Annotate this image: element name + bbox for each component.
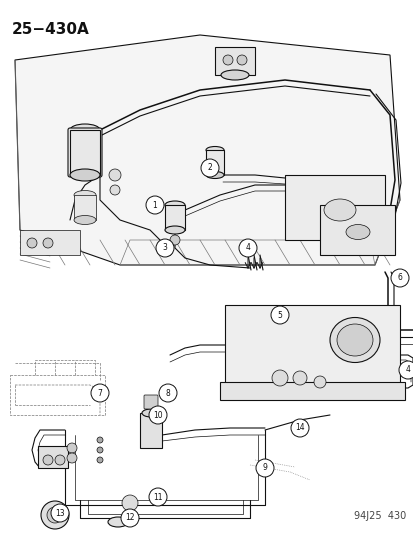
Circle shape [41,501,69,529]
Text: 11: 11 [153,492,162,502]
Text: 7: 7 [97,389,102,398]
Circle shape [27,238,37,248]
FancyBboxPatch shape [144,395,158,409]
Circle shape [43,238,53,248]
Ellipse shape [345,224,369,239]
Ellipse shape [74,190,96,199]
Ellipse shape [108,517,128,527]
Circle shape [97,447,103,453]
Ellipse shape [70,169,100,181]
Bar [20,230,80,255]
Bar [38,446,68,468]
Circle shape [55,455,65,465]
Circle shape [97,437,103,443]
Circle shape [238,239,256,257]
Circle shape [255,459,273,477]
Text: 10: 10 [153,410,162,419]
Bar [219,382,404,400]
Bar [140,413,161,448]
Circle shape [122,495,138,511]
Text: 3: 3 [162,244,167,253]
Circle shape [271,306,288,324]
Text: 4: 4 [405,366,409,375]
Circle shape [159,384,177,402]
Circle shape [170,235,180,245]
Circle shape [164,248,171,256]
Circle shape [149,406,166,424]
Circle shape [67,443,77,453]
Text: 94J25  430: 94J25 430 [353,511,405,521]
Circle shape [290,419,308,437]
Bar [74,195,96,220]
Bar [70,130,100,175]
Circle shape [271,370,287,386]
Circle shape [223,55,233,65]
Text: 1: 1 [152,200,157,209]
Ellipse shape [165,226,185,234]
Circle shape [43,455,53,465]
Circle shape [236,55,247,65]
Bar [224,305,399,390]
Text: 5: 5 [277,311,282,319]
Bar [214,47,254,75]
Ellipse shape [165,201,185,209]
Circle shape [398,361,413,379]
Circle shape [67,453,77,463]
Ellipse shape [336,324,372,356]
Bar [206,150,223,175]
Circle shape [156,239,173,257]
Circle shape [109,169,121,181]
Circle shape [51,504,69,522]
Text: 9: 9 [262,464,267,472]
Bar [165,205,185,230]
Ellipse shape [206,172,223,179]
Circle shape [97,457,103,463]
Text: 6: 6 [396,273,401,282]
Circle shape [313,376,325,388]
Ellipse shape [206,147,223,154]
Text: 4: 4 [245,244,250,253]
Circle shape [201,159,218,177]
Ellipse shape [221,70,248,80]
Text: 8: 8 [165,389,170,398]
FancyBboxPatch shape [68,128,102,177]
Text: 14: 14 [294,424,304,432]
Circle shape [149,488,166,506]
Ellipse shape [70,124,100,136]
Ellipse shape [323,199,355,221]
Text: 13: 13 [55,508,65,518]
Circle shape [121,509,139,527]
Text: 12: 12 [125,513,134,522]
Bar [284,175,384,240]
Ellipse shape [142,409,159,417]
Circle shape [390,269,408,287]
Circle shape [91,384,109,402]
Circle shape [146,196,164,214]
Bar [319,205,394,255]
Circle shape [292,371,306,385]
Polygon shape [15,35,399,265]
Ellipse shape [74,215,96,224]
Text: 25−430A: 25−430A [12,22,90,37]
Text: 2: 2 [207,164,212,173]
Circle shape [110,185,120,195]
Ellipse shape [329,318,379,362]
Circle shape [47,507,63,523]
